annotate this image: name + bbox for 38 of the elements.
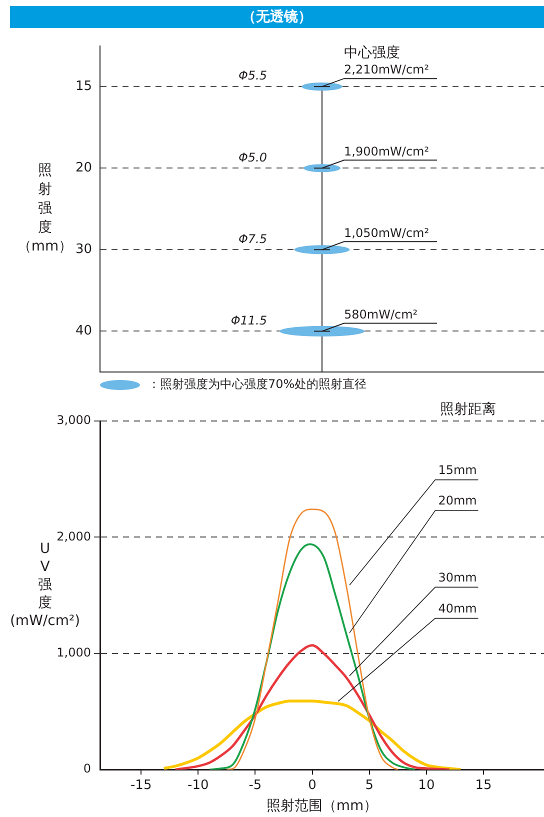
x-tick-label: 0 [308, 778, 316, 793]
category-label: 20 [75, 160, 92, 176]
y-tick-label: 2,000 [56, 529, 91, 544]
text: （无透镜） [10, 6, 544, 28]
data-label: Φ5.0 [238, 150, 268, 164]
data-label: Φ7.5 [238, 232, 267, 246]
text: 照射强度（mm） [17, 162, 73, 255]
text: ：照射强度为中心强度70%处的照射直径 [148, 377, 367, 392]
x-axis-title: 照射范围（mm） [266, 798, 378, 814]
data-label: 2,210mW/cm² [344, 62, 430, 77]
x-tick-label: -15 [130, 778, 152, 793]
y-axis-title: UV强度(mW/cm²) [10, 540, 80, 629]
x-tick-label: 5 [365, 778, 374, 793]
y-tick-label: 1,000 [56, 646, 91, 660]
data-label: 580mW/cm² [344, 307, 418, 322]
y-tick-label: 3,000 [56, 413, 91, 428]
x-tick-label: 10 [418, 778, 435, 793]
category-label: 30 [75, 242, 92, 258]
line-series [174, 644, 450, 770]
y-tick-label: 0 [83, 762, 91, 776]
text: 中心强度 [344, 45, 400, 62]
x-tick-label: -10 [188, 778, 209, 793]
x-tick-label: 15 [475, 778, 492, 793]
text: 30mm [438, 570, 477, 584]
data-label: 1,900mW/cm² [344, 144, 430, 158]
category-label: 40 [75, 324, 92, 339]
legend-title: 照射距离 [440, 402, 496, 418]
line-series [208, 543, 416, 770]
data-label: 1,050mW/cm² [344, 226, 430, 240]
text: 20mm [438, 494, 477, 508]
text: 15mm [438, 462, 477, 477]
line-series [226, 508, 399, 770]
category-label: 15 [75, 78, 92, 94]
line-series [162, 700, 462, 770]
x-tick-label: -5 [248, 778, 262, 793]
data-label: Φ5.5 [238, 68, 267, 83]
data-label: Φ11.5 [230, 313, 267, 328]
text: 40mm [438, 601, 477, 616]
